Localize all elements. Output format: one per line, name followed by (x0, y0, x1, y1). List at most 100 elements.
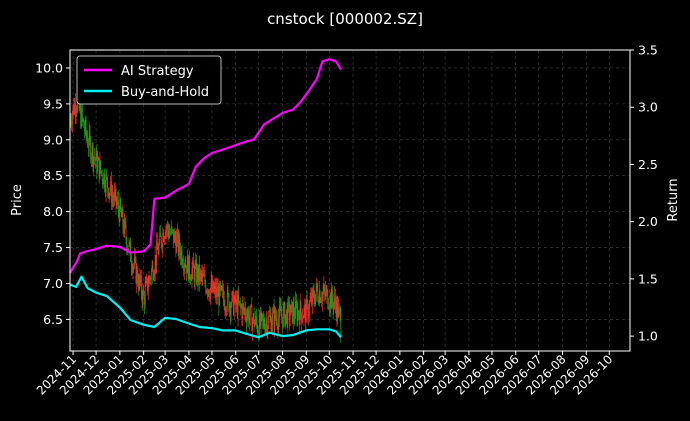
candle-body (308, 313, 309, 319)
candle-body (302, 317, 304, 319)
candle-body (320, 300, 322, 303)
candle-body (198, 264, 200, 282)
candle-body (90, 139, 92, 160)
candle-body (288, 301, 290, 304)
candle-body (242, 304, 244, 306)
candle-body (140, 276, 142, 295)
candle-body (299, 301, 301, 325)
candle-body (327, 289, 329, 308)
candle-body (273, 308, 275, 329)
candle-body (259, 314, 260, 339)
candle-body (335, 304, 337, 318)
candle-body (243, 305, 245, 311)
candle-body (192, 260, 194, 270)
candle-body (142, 289, 144, 303)
price-candles (69, 90, 342, 344)
candle-body (282, 308, 284, 327)
candle-body (145, 280, 147, 287)
candle-body (166, 229, 168, 230)
candle-body (217, 289, 219, 297)
candle-body (241, 306, 243, 319)
candle-body (150, 270, 152, 280)
candle-body (236, 298, 237, 305)
candle-body (188, 256, 190, 280)
candle-body (187, 256, 189, 280)
y-tick-label-right: 3.0 (638, 100, 658, 115)
candle-body (244, 309, 246, 311)
candle-body (116, 203, 118, 205)
candle-body (250, 305, 252, 307)
candle-body (200, 270, 201, 281)
candle-body (258, 331, 260, 339)
candle-body (295, 301, 296, 319)
candle-body (301, 313, 303, 323)
candle-body (147, 286, 149, 292)
candle-body (108, 192, 110, 197)
candle-body (127, 248, 128, 250)
candle-body (211, 281, 213, 291)
candle-body (290, 304, 292, 316)
y-tick-label-left: 9.5 (43, 96, 63, 111)
candle-body (246, 316, 247, 323)
candle-body (180, 250, 181, 259)
candle-body (190, 276, 191, 280)
candle-body (206, 290, 208, 294)
candle-body (159, 232, 161, 244)
candle-body (125, 224, 127, 239)
candle-body (213, 280, 214, 293)
candle-body (282, 317, 283, 327)
candle-body (278, 317, 280, 330)
candle-body (275, 309, 276, 319)
candle-body (173, 229, 174, 243)
candle-body (220, 286, 222, 290)
candle-body (137, 269, 138, 284)
candle-body (277, 326, 279, 330)
candle-body (91, 156, 92, 160)
candle-body (252, 313, 254, 321)
candle-body (97, 157, 99, 161)
candle-body (291, 301, 293, 305)
candle-body (134, 257, 136, 259)
y-tick-label-left: 10.0 (35, 60, 63, 75)
y-tick-label-right: 3.5 (638, 43, 658, 58)
candle-body (147, 277, 148, 292)
candle-body (162, 232, 164, 248)
candle-body (232, 291, 234, 315)
candle-body (117, 200, 118, 204)
candle-body (246, 315, 248, 323)
candle-body (312, 289, 313, 305)
candle-body (79, 106, 81, 110)
candle-body (144, 295, 145, 305)
candle-body (180, 249, 182, 259)
candle-body (237, 295, 239, 317)
candle-body (120, 210, 122, 218)
candle-body (190, 279, 192, 281)
candle-body (75, 109, 77, 114)
candle-body (223, 298, 225, 309)
candle-body (240, 306, 242, 307)
candle-body (328, 307, 329, 309)
candle-body (175, 239, 177, 253)
candle-body (173, 232, 175, 243)
candle-body (71, 122, 72, 125)
candle-body (251, 305, 253, 331)
candle-body (225, 308, 227, 313)
candle-body (267, 326, 269, 334)
candle-body (276, 319, 278, 327)
candle-body (318, 291, 320, 304)
candle-body (324, 286, 326, 292)
candle-body (226, 290, 228, 310)
candle-body (272, 308, 274, 313)
candle-body (262, 314, 263, 320)
candle-body (303, 307, 305, 318)
candle-body (338, 307, 340, 310)
candle-body (186, 264, 188, 274)
candle-body (163, 237, 165, 242)
candle-body (171, 227, 173, 230)
candle-body (295, 301, 297, 307)
candle-body (101, 172, 103, 181)
y-tick-label-left: 9.0 (43, 132, 63, 147)
candle-body (164, 235, 166, 238)
candle-body (202, 273, 204, 278)
